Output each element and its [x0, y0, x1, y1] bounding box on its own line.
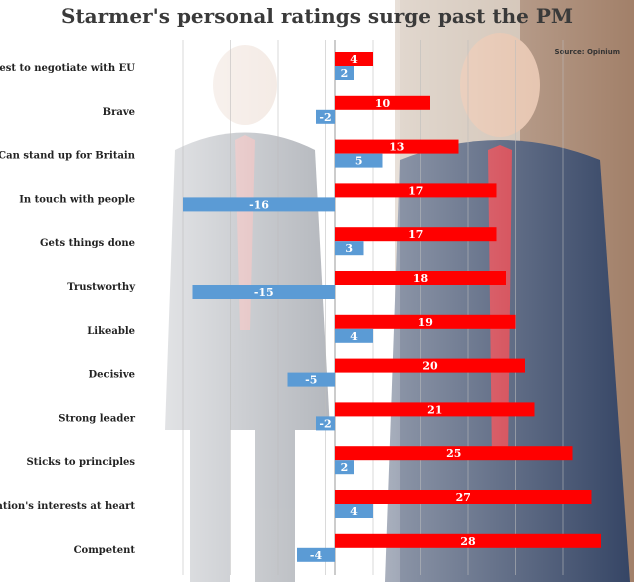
category-label: Best to negotiate with EU — [0, 63, 135, 74]
pm-bar — [316, 416, 335, 431]
data-label: 17 — [408, 228, 423, 241]
pm-bar — [335, 66, 354, 80]
category-label: Can stand up for Britain — [0, 151, 136, 162]
pm-bar — [183, 197, 335, 212]
data-label: 17 — [408, 184, 423, 197]
pm-bar — [335, 504, 373, 518]
data-label: 3 — [345, 242, 353, 255]
data-label: 10 — [375, 97, 391, 110]
data-label: 28 — [460, 535, 476, 548]
category-label: In touch with people — [19, 194, 135, 205]
starmer-bar — [335, 358, 525, 373]
starmer-bar — [335, 227, 497, 242]
data-label: 4 — [350, 330, 358, 343]
data-label: -5 — [305, 374, 317, 387]
starmer-bar — [335, 271, 506, 285]
data-label: 2 — [341, 67, 349, 80]
pm-bar — [335, 241, 364, 256]
data-label: -15 — [254, 286, 274, 299]
data-label: 19 — [418, 316, 433, 329]
category-label: Nation's interests at heart — [0, 501, 135, 512]
category-label: Likeable — [87, 326, 135, 337]
category-label: Strong leader — [58, 413, 136, 424]
starmer-bar — [335, 183, 497, 198]
category-label: Competent — [74, 545, 136, 556]
pm-bar — [192, 285, 335, 299]
pm-bar — [287, 372, 335, 387]
data-label: 4 — [350, 53, 358, 66]
data-label: 25 — [446, 447, 461, 460]
category-label: Trustworthy — [67, 282, 136, 293]
data-label: 2 — [341, 461, 349, 474]
pm-bar — [316, 109, 335, 124]
data-label: 20 — [422, 360, 438, 373]
category-label: Gets things done — [40, 238, 135, 249]
starmer-bar — [335, 446, 573, 461]
data-label: -2 — [319, 417, 331, 430]
starmer-bar — [335, 314, 516, 329]
starmer-bar — [335, 52, 373, 66]
starmer-bar — [335, 95, 430, 110]
data-label: 18 — [413, 272, 429, 285]
data-label: 4 — [350, 505, 358, 518]
data-label: -4 — [310, 549, 323, 562]
category-label: Decisive — [88, 370, 135, 381]
chart-title: Starmer's personal ratings surge past th… — [61, 4, 573, 28]
pm-bar — [335, 460, 354, 475]
data-label: 27 — [456, 491, 471, 504]
pm-bar — [335, 328, 373, 343]
data-label: -2 — [319, 111, 331, 124]
category-label: Sticks to principles — [26, 457, 135, 468]
pm-bar — [297, 547, 335, 562]
data-label: -16 — [249, 198, 269, 211]
starmer-bar — [335, 139, 459, 154]
starmer-bar — [335, 533, 601, 548]
starmer-bar — [335, 402, 535, 417]
pm-bar — [335, 153, 383, 168]
data-label: 5 — [355, 155, 363, 168]
data-label: 13 — [389, 141, 404, 154]
starmer-bar — [335, 490, 592, 504]
category-label: Brave — [103, 107, 135, 118]
data-label: 21 — [427, 403, 442, 416]
source-note: Source: Opinium — [554, 48, 620, 56]
